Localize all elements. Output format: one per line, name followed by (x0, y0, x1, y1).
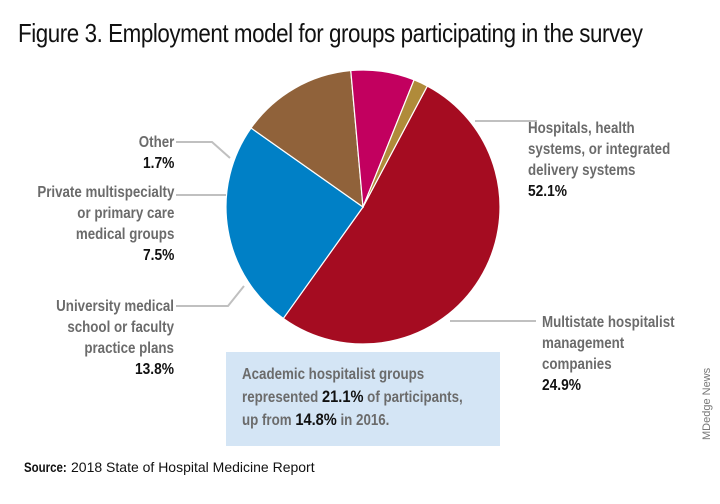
label-line: Multistate hospitalist (542, 314, 675, 331)
label-line: or primary care (76, 205, 174, 222)
leader-line-other (176, 141, 231, 159)
label-line: school or faculty (67, 319, 174, 336)
label-line: Private multispecialty (36, 184, 174, 201)
callout-text-segment: in 2016. (336, 412, 390, 429)
label-line: Hospitals, health (528, 120, 635, 137)
credit-text: MDedge News (701, 367, 713, 440)
callout-text-segment: up from (242, 412, 296, 429)
label-university: University medical school or faculty pra… (56, 296, 174, 380)
source-label: Source: (24, 459, 67, 475)
data-label-university: 13.8% (134, 361, 174, 378)
label-line: companies (542, 356, 612, 373)
label-line: management (542, 335, 625, 352)
callout-value-previous: 14.8% (295, 410, 337, 429)
callout-text-segment: represented (242, 389, 323, 406)
data-label-other: 1.7% (142, 155, 174, 172)
source-text: 2018 State of Hospital Medicine Report (71, 459, 315, 475)
label-line: practice plans (84, 340, 174, 357)
label-other: Other 1.7% (138, 132, 174, 174)
data-label-private: 7.5% (142, 247, 174, 264)
data-label-hospitals: 52.1% (528, 183, 568, 200)
label-private: Private multispecialty or primary care m… (37, 182, 174, 266)
callout-value-current: 21.1% (322, 387, 364, 406)
label-line: delivery systems (528, 162, 636, 179)
callout-line-1: Academic hospitalist groups (242, 366, 425, 383)
source-note: Source: 2018 State of Hospital Medicine … (24, 459, 315, 475)
pie-slice-university (250, 69, 364, 209)
label-line: Other (138, 134, 174, 151)
label-line: University medical (56, 298, 174, 315)
pie-slice-hospitals (282, 85, 501, 345)
chart-title: Figure 3. Employment model for groups pa… (18, 18, 643, 48)
pie-slice-multistate (225, 127, 364, 320)
label-multistate: Multistate hospitalist management compan… (542, 312, 675, 396)
label-line: systems, or integrated (528, 141, 671, 158)
pie-slice-other (362, 79, 429, 208)
label-line: medical groups (75, 226, 174, 243)
callout-text: Academic hospitalist groups represented … (242, 364, 463, 432)
data-label-multistate: 24.9% (542, 377, 582, 394)
label-hospitals: Hospitals, health systems, or integrated… (528, 118, 670, 202)
callout-text-segment: of participants, (363, 389, 463, 406)
leader-line-university (176, 285, 245, 307)
callout-box (226, 352, 500, 446)
